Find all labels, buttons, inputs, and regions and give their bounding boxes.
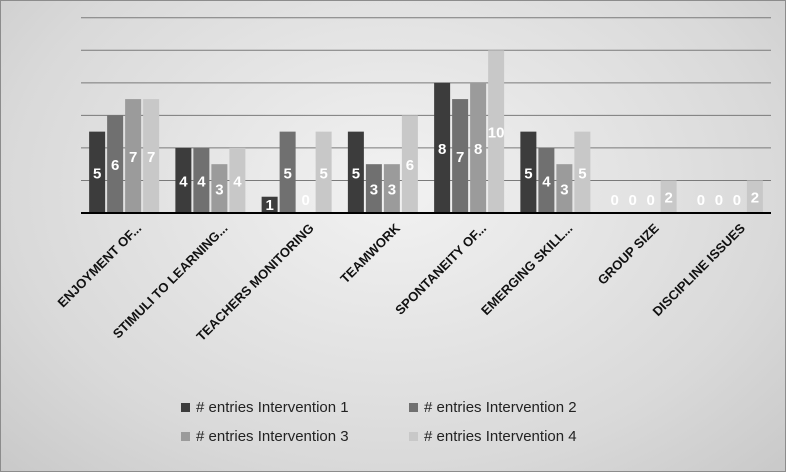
data-label: 5 (524, 165, 532, 182)
data-label: 7 (129, 149, 137, 166)
category-label: SPONTANEITY OF... (392, 221, 489, 318)
bar-intervention-4 (401, 115, 418, 213)
bar-intervention-2 (452, 99, 469, 213)
data-label: 0 (697, 192, 705, 209)
data-label: 5 (352, 165, 360, 182)
data-label: 0 (733, 192, 741, 209)
data-label: 0 (628, 192, 636, 209)
category-label: DISCIPLINE ISSUES (650, 220, 749, 319)
data-label: 5 (93, 165, 101, 182)
category-label: TEAMWORK (337, 220, 403, 286)
legend-item-intervention-4: # entries Intervention 4 (409, 428, 631, 445)
legend-swatch-intervention-4 (409, 432, 418, 441)
bars (89, 50, 763, 214)
category-label: GROUP SIZE (595, 220, 662, 287)
bar-intervention-3 (383, 164, 400, 213)
legend: # entries Intervention 1 # entries Inter… (181, 399, 631, 445)
bar-intervention-2 (107, 115, 124, 213)
bar-intervention-4 (574, 131, 591, 213)
bar-intervention-4 (746, 180, 763, 213)
data-label: 1 (265, 197, 273, 214)
data-label: 3 (388, 182, 396, 199)
data-label: 0 (610, 192, 618, 209)
data-label: 2 (751, 190, 759, 207)
bar-intervention-2 (365, 164, 382, 213)
bar-intervention-3 (556, 164, 573, 213)
data-label: 0 (301, 192, 309, 209)
bar-intervention-1 (347, 131, 364, 213)
legend-item-intervention-1: # entries Intervention 1 (181, 399, 409, 416)
data-label: 10 (488, 125, 505, 142)
bar-intervention-1 (261, 196, 278, 213)
legend-item-intervention-2: # entries Intervention 2 (409, 399, 631, 416)
bar-intervention-4 (229, 147, 246, 213)
data-label: 3 (370, 182, 378, 199)
legend-swatch-intervention-3 (181, 432, 190, 441)
legend-swatch-intervention-2 (409, 403, 418, 412)
data-label: 2 (664, 190, 672, 207)
data-label: 3 (560, 182, 568, 199)
bar-intervention-2 (279, 131, 296, 213)
data-label: 3 (215, 182, 223, 199)
data-label: 5 (578, 165, 586, 182)
bar-intervention-3 (211, 164, 228, 213)
data-label: 0 (715, 192, 723, 209)
bar-intervention-3 (125, 99, 142, 213)
data-label: 4 (542, 173, 551, 190)
data-label: 7 (147, 149, 155, 166)
data-label: 5 (319, 165, 327, 182)
bar-intervention-1 (520, 131, 537, 213)
bar-intervention-4 (488, 50, 505, 213)
data-label: 8 (438, 141, 446, 158)
data-label: 4 (179, 173, 188, 190)
data-label: 8 (474, 141, 482, 158)
category-label: EMERGING SKILL... (478, 221, 575, 318)
bar-intervention-1 (175, 147, 192, 213)
data-label: 4 (233, 173, 242, 190)
legend-label-intervention-1: # entries Intervention 1 (196, 399, 349, 416)
bar-intervention-3 (470, 82, 487, 214)
data-label: 0 (646, 192, 654, 209)
bar-intervention-4 (143, 99, 160, 213)
bar-intervention-4 (660, 180, 677, 213)
legend-label-intervention-2: # entries Intervention 2 (424, 399, 577, 416)
legend-item-intervention-3: # entries Intervention 3 (181, 428, 409, 445)
bar-intervention-4 (315, 131, 332, 213)
category-label: ENJOYMENT OF... (54, 221, 144, 311)
legend-label-intervention-4: # entries Intervention 4 (424, 428, 577, 445)
data-label: 5 (283, 165, 291, 182)
bar-intervention-2 (538, 147, 555, 213)
data-label: 6 (406, 157, 414, 174)
legend-label-intervention-3: # entries Intervention 3 (196, 428, 349, 445)
bar-intervention-1 (434, 82, 451, 214)
data-label: 6 (111, 157, 119, 174)
category-labels: ENJOYMENT OF...STIMULI TO LEARNING...TEA… (54, 220, 748, 344)
bar-intervention-2 (193, 147, 210, 213)
legend-swatch-intervention-1 (181, 403, 190, 412)
bar-intervention-1 (89, 131, 106, 213)
data-label: 7 (456, 149, 464, 166)
data-label: 4 (197, 173, 206, 190)
